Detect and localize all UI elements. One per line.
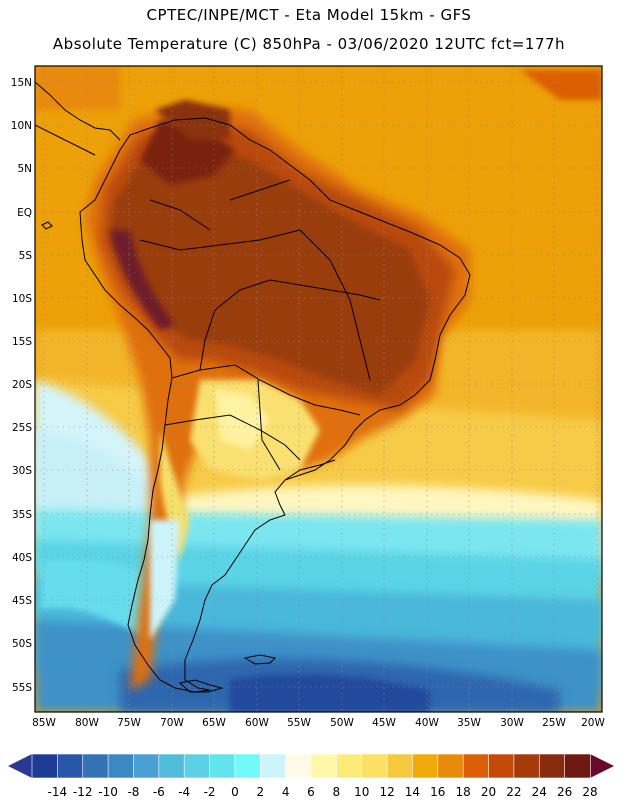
lat-label: 40S bbox=[12, 552, 32, 564]
colorbar-swatch bbox=[259, 753, 287, 779]
colorbar-tick-label: 14 bbox=[405, 785, 420, 799]
colorbar-tick-label: 22 bbox=[506, 785, 521, 799]
lon-label: 30W bbox=[500, 717, 524, 729]
colorbar-swatches bbox=[31, 753, 591, 779]
lon-label: 40W bbox=[415, 717, 439, 729]
colorbar-swatch bbox=[31, 753, 59, 779]
colorbar-swatch bbox=[437, 753, 464, 779]
tierra-del-fuego bbox=[178, 679, 224, 693]
coastlines-borders bbox=[35, 81, 471, 693]
lat-label: 45S bbox=[12, 595, 32, 607]
colorbar-tick-label: -8 bbox=[127, 785, 139, 799]
latitude-axis: 15N 10N 5N EQ 5S 10S 15S 20S 25S 30S 35S… bbox=[11, 77, 33, 694]
colorbar-tick-label: 2 bbox=[256, 785, 264, 799]
colorbar-tick-label: 16 bbox=[430, 785, 445, 799]
lat-label: 15N bbox=[11, 77, 32, 89]
map-frame bbox=[34, 65, 603, 713]
colorbar-swatch bbox=[57, 753, 84, 779]
lon-label: 75W bbox=[117, 717, 141, 729]
colorbar-tick-label: -14 bbox=[48, 785, 68, 799]
colorbar-tick-label: 8 bbox=[333, 785, 341, 799]
lat-label: 30S bbox=[12, 465, 32, 477]
lon-label: 70W bbox=[160, 717, 184, 729]
lon-label: 65W bbox=[202, 717, 226, 729]
temperature-field bbox=[35, 66, 602, 712]
colorbar-swatch bbox=[310, 753, 338, 779]
central-america-coast bbox=[35, 81, 121, 141]
colorbar-tick-label: 26 bbox=[557, 785, 572, 799]
lat-label: 55S bbox=[12, 682, 32, 694]
graticule bbox=[35, 66, 602, 712]
colorbar-tick-label: 10 bbox=[354, 785, 369, 799]
colorbar-tick-label: 0 bbox=[231, 785, 239, 799]
lat-label: 5S bbox=[19, 250, 33, 262]
lat-label: 5N bbox=[17, 163, 32, 175]
lon-label: 35W bbox=[457, 717, 481, 729]
colorbar-low-end-arrow bbox=[8, 754, 32, 778]
colorbar-swatch bbox=[133, 753, 160, 779]
colorbar-swatch bbox=[412, 753, 439, 779]
lat-label: 50S bbox=[12, 638, 32, 650]
colorbar-swatch bbox=[234, 753, 261, 779]
lon-label: 20W bbox=[581, 717, 605, 729]
map-title-line-2: Absolute Temperature (C) 850hPa - 03/06/… bbox=[52, 35, 566, 53]
colorbar-tick-label: 18 bbox=[456, 785, 471, 799]
lat-label: 15S bbox=[12, 336, 32, 348]
colorbar-swatch bbox=[183, 753, 211, 779]
colorbar-swatch bbox=[107, 753, 135, 779]
lat-label: 25S bbox=[12, 422, 32, 434]
longitude-axis: 85W 80W 75W 70W 65W 60W 55W 50W 45W 40W … bbox=[32, 717, 605, 729]
caribbean-coast-north bbox=[35, 124, 96, 156]
colorbar-high-end-arrow bbox=[590, 754, 614, 778]
colorbar-swatch bbox=[82, 753, 109, 779]
lon-label: 60W bbox=[245, 717, 269, 729]
lat-label: EQ bbox=[17, 207, 32, 219]
galapagos-islands bbox=[41, 221, 53, 230]
south-america-coastline bbox=[79, 117, 471, 693]
map-title-line-1: CPTEC/INPE/MCT - Eta Model 15km - GFS bbox=[146, 6, 472, 24]
colorbar-tick-label: 12 bbox=[379, 785, 394, 799]
colorbar-swatch bbox=[285, 753, 312, 779]
colorbar-tick-label: 20 bbox=[481, 785, 496, 799]
lat-label: 10S bbox=[12, 293, 32, 305]
colorbar-swatch bbox=[336, 753, 363, 779]
uruguay-border bbox=[284, 459, 336, 481]
colorbar-tick-labels: -14 -12 -10 -8 -6 -4 -2 0 2 4 6 8 10 12 14 16 18 20 22 24 26… bbox=[48, 785, 598, 799]
lon-label: 80W bbox=[75, 717, 99, 729]
colorbar-tick-label: -10 bbox=[98, 785, 118, 799]
colorbar-tick-label: -2 bbox=[204, 785, 216, 799]
lon-label: 45W bbox=[372, 717, 396, 729]
colorbar-tick-label: 24 bbox=[532, 785, 547, 799]
colorbar-swatch bbox=[209, 753, 236, 779]
colorbar-swatch bbox=[386, 753, 414, 779]
malvinas-islands bbox=[243, 654, 277, 665]
colorbar-swatch bbox=[158, 753, 185, 779]
colorbar-swatch bbox=[462, 753, 490, 779]
lon-label: 25W bbox=[542, 717, 566, 729]
lon-label: 50W bbox=[330, 717, 354, 729]
colorbar-swatch bbox=[538, 753, 566, 779]
country-borders bbox=[139, 179, 381, 471]
colorbar-swatch bbox=[361, 753, 388, 779]
colorbar-swatch bbox=[564, 753, 591, 779]
colorbar-tick-label: -4 bbox=[178, 785, 190, 799]
colorbar-tick-label: 4 bbox=[282, 785, 290, 799]
colorbar-tick-label: -6 bbox=[153, 785, 165, 799]
colorbar-swatch bbox=[488, 753, 515, 779]
colorbar-tick-label: -12 bbox=[73, 785, 93, 799]
lon-label: 55W bbox=[287, 717, 311, 729]
lat-label: 10N bbox=[11, 120, 32, 132]
lon-label: 85W bbox=[32, 717, 56, 729]
colorbar: -14 -12 -10 -8 -6 -4 -2 0 2 4 6 8 10 12 14 16 18 20 22 24 26… bbox=[8, 753, 614, 799]
colorbar-tick-label: 6 bbox=[307, 785, 315, 799]
lat-label: 20S bbox=[12, 379, 32, 391]
lat-label: 35S bbox=[12, 509, 32, 521]
colorbar-swatch bbox=[513, 753, 540, 779]
colorbar-tick-label: 28 bbox=[582, 785, 597, 799]
